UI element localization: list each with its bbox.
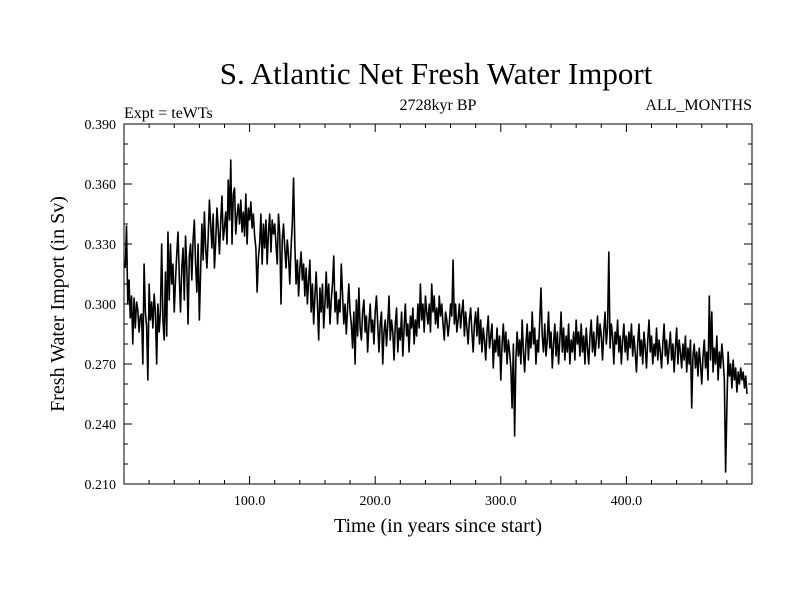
x-tick-label: 300.0	[485, 494, 517, 509]
chart-subtitle-right: ALL_MONTHS	[645, 97, 752, 114]
axes: 100.0 200.0 300.0 400.0 0.210 0.240 0.270 0.300…	[85, 118, 753, 509]
y-tick-label: 0.210	[85, 478, 117, 493]
chart-subtitle-center: 2728kyr BP	[400, 97, 477, 114]
y-axis-label: Fresh Water Import (in Sv)	[47, 196, 69, 412]
y-tick-label: 0.390	[85, 118, 117, 133]
chart-subtitle-left: Expt = teWTs	[124, 105, 213, 122]
y-tick-label: 0.270	[85, 358, 117, 373]
x-tick-label: 100.0	[234, 494, 266, 509]
y-tick-label: 0.330	[85, 238, 117, 253]
series-line-0	[124, 159, 748, 473]
x-tick-label: 200.0	[359, 494, 391, 509]
x-axis-label: Time (in years since start)	[334, 515, 542, 537]
y-tick-label: 0.360	[85, 178, 117, 193]
y-tick-label: 0.240	[85, 418, 117, 433]
chart-title: S. Atlantic Net Fresh Water Import	[220, 56, 653, 91]
y-tick-label: 0.300	[85, 298, 117, 313]
plot-frame	[123, 123, 753, 485]
plot-area	[124, 159, 748, 473]
x-tick-label: 400.0	[611, 494, 643, 509]
